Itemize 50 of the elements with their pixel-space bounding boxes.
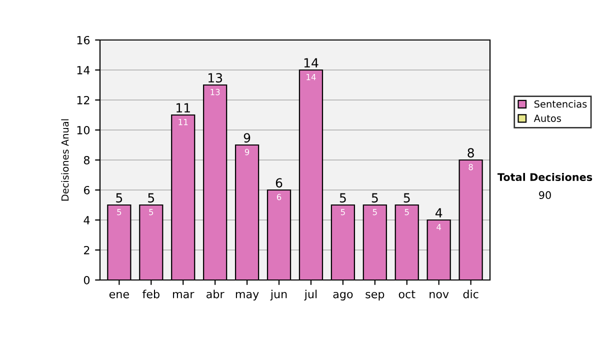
y-tick-label: 16 [77,36,90,44]
x-tick-label: dic [463,290,478,298]
total-label: 5 [148,193,154,203]
data-label: 8 [468,164,473,170]
y-tick-label: 8 [84,156,90,164]
total-label: 14 [304,58,318,68]
x-tick-label: jun [270,290,287,300]
y-tick-label: 12 [77,96,90,104]
total-label: 5 [340,193,346,203]
y-tick-label: 4 [84,216,90,224]
y-tick-label: 14 [77,66,90,74]
total-label: 5 [372,193,378,203]
y-axis-title: Decisiones Anual [61,119,69,201]
x-tick-label: oct [398,290,416,298]
data-label: 13 [210,88,220,96]
total-label: 9 [244,133,250,143]
x-tick-label: jul [304,290,317,300]
x-tick-label: may [236,292,259,300]
data-label: 14 [306,74,316,80]
data-label: 5 [404,209,409,216]
legend-label: Sentencias [534,100,587,108]
y-tick-label: 10 [77,126,90,134]
total-label: 4 [435,208,442,218]
data-label: 9 [244,148,250,156]
total-label: 6 [276,178,282,188]
text: 90 [539,191,551,200]
text: Total Decisiones [497,172,592,182]
data-label: 4 [436,224,442,230]
data-label: 5 [117,209,122,216]
x-tick-label: abr [206,290,224,298]
y-tick-label: 2 [84,246,90,254]
data-label: 11 [178,119,188,126]
x-tick-label: ago [333,292,353,300]
total-label: 5 [404,193,410,203]
y-tick-label: 6 [84,186,90,194]
y-tick-label: 0 [84,276,90,284]
total-label: 8 [468,148,474,158]
data-label: 5 [340,209,345,216]
total-label: 13 [208,73,222,83]
legend-label: Autos [534,114,561,122]
data-label: 5 [372,209,377,216]
total-label: 11 [176,103,190,112]
x-tick-label: mar [173,292,194,298]
total-label: 5 [116,193,122,203]
x-tick-label: sep [366,292,384,300]
x-tick-label: feb [142,290,160,298]
x-tick-label: ene [109,292,129,298]
x-tick-label: nov [430,292,449,298]
data-label: 6 [276,194,282,200]
data-label: 5 [149,209,154,216]
